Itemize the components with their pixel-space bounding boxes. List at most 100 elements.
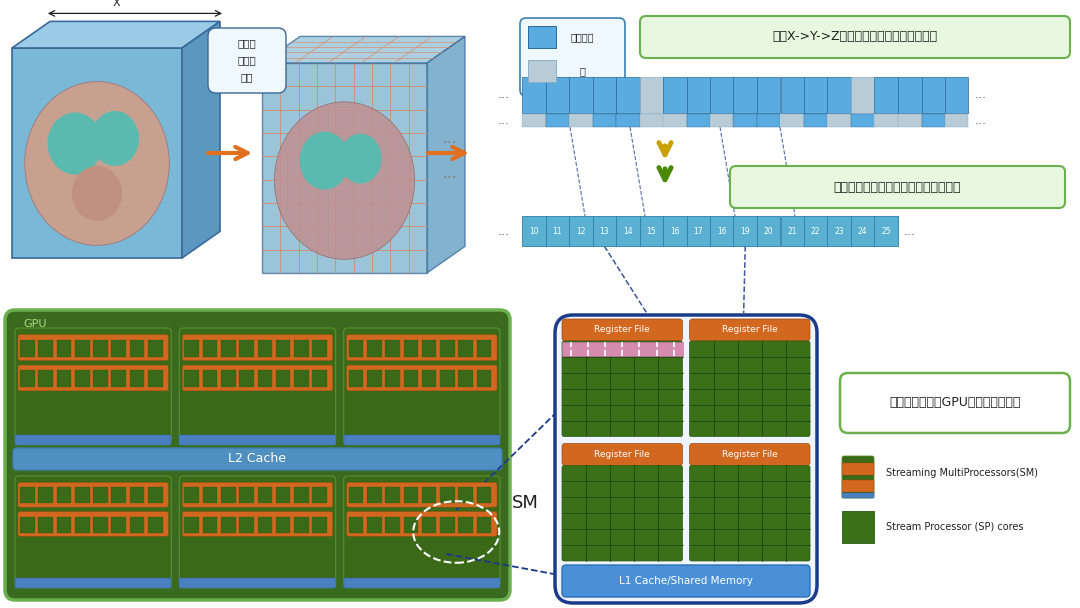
Bar: [111, 340, 126, 356]
Bar: [75, 340, 90, 356]
Bar: [111, 370, 126, 387]
Ellipse shape: [25, 81, 170, 246]
Bar: [733, 77, 757, 113]
Ellipse shape: [48, 112, 103, 174]
Text: 19: 19: [741, 227, 751, 235]
Bar: [458, 340, 473, 356]
Bar: [93, 517, 108, 533]
Bar: [257, 488, 272, 503]
Text: 11: 11: [553, 227, 562, 235]
FancyBboxPatch shape: [5, 310, 510, 600]
FancyBboxPatch shape: [562, 341, 683, 437]
Bar: [757, 77, 781, 113]
Text: 划分: 划分: [241, 72, 253, 82]
Bar: [179, 578, 336, 588]
Bar: [827, 114, 851, 127]
Bar: [476, 370, 491, 387]
Text: 16: 16: [670, 227, 679, 235]
Bar: [545, 114, 569, 127]
Bar: [275, 488, 291, 503]
Bar: [593, 77, 616, 113]
Bar: [404, 488, 418, 503]
Polygon shape: [427, 36, 465, 273]
Bar: [827, 216, 851, 246]
FancyBboxPatch shape: [183, 334, 333, 361]
Bar: [422, 340, 436, 356]
Bar: [203, 488, 217, 503]
FancyBboxPatch shape: [183, 365, 333, 391]
Bar: [710, 216, 733, 246]
Bar: [56, 517, 71, 533]
Bar: [93, 340, 108, 356]
Bar: [15, 578, 172, 588]
Bar: [851, 216, 875, 246]
Bar: [458, 370, 473, 387]
Bar: [148, 488, 163, 503]
Polygon shape: [262, 63, 427, 273]
Ellipse shape: [91, 111, 139, 166]
Bar: [569, 216, 593, 246]
Bar: [458, 517, 473, 533]
Bar: [294, 370, 309, 387]
FancyBboxPatch shape: [343, 328, 500, 445]
Bar: [842, 493, 874, 498]
Bar: [275, 370, 291, 387]
FancyBboxPatch shape: [347, 483, 497, 507]
Ellipse shape: [299, 131, 350, 190]
Bar: [148, 517, 163, 533]
Bar: [404, 517, 418, 533]
FancyBboxPatch shape: [179, 476, 336, 588]
Ellipse shape: [72, 166, 122, 221]
Bar: [441, 340, 455, 356]
Text: 织结构: 织结构: [238, 55, 256, 65]
Text: L2 Cache: L2 Cache: [229, 452, 286, 466]
FancyBboxPatch shape: [562, 565, 810, 597]
Bar: [945, 114, 969, 127]
Bar: [221, 370, 235, 387]
Bar: [663, 77, 687, 113]
Bar: [476, 517, 491, 533]
Bar: [733, 114, 757, 127]
Bar: [349, 370, 363, 387]
Bar: [781, 114, 804, 127]
Bar: [349, 488, 363, 503]
Bar: [349, 517, 363, 533]
FancyBboxPatch shape: [347, 511, 497, 536]
Bar: [148, 370, 163, 387]
Text: 16: 16: [717, 227, 727, 235]
Bar: [404, 340, 418, 356]
Bar: [569, 77, 593, 113]
Bar: [522, 77, 545, 113]
Bar: [827, 77, 851, 113]
Bar: [663, 114, 687, 127]
Bar: [275, 517, 291, 533]
Bar: [111, 488, 126, 503]
Bar: [38, 517, 53, 533]
Bar: [75, 488, 90, 503]
FancyBboxPatch shape: [640, 16, 1070, 58]
Bar: [294, 488, 309, 503]
Ellipse shape: [274, 102, 415, 260]
Bar: [757, 114, 781, 127]
Text: Streaming MultiProcessors(SM): Streaming MultiProcessors(SM): [886, 468, 1038, 478]
Bar: [93, 488, 108, 503]
FancyBboxPatch shape: [689, 319, 810, 341]
Text: ...: ...: [498, 114, 510, 127]
Text: ...: ...: [443, 165, 457, 181]
Bar: [639, 216, 663, 246]
Bar: [687, 77, 710, 113]
FancyBboxPatch shape: [347, 334, 497, 361]
Bar: [842, 463, 874, 475]
FancyBboxPatch shape: [13, 448, 502, 470]
Bar: [593, 216, 616, 246]
Bar: [221, 517, 235, 533]
Bar: [476, 488, 491, 503]
Bar: [75, 370, 90, 387]
Bar: [875, 114, 897, 127]
Bar: [221, 340, 235, 356]
Bar: [257, 340, 272, 356]
Bar: [842, 511, 874, 543]
Bar: [804, 77, 827, 113]
FancyBboxPatch shape: [179, 328, 336, 445]
Text: ...: ...: [974, 114, 986, 127]
